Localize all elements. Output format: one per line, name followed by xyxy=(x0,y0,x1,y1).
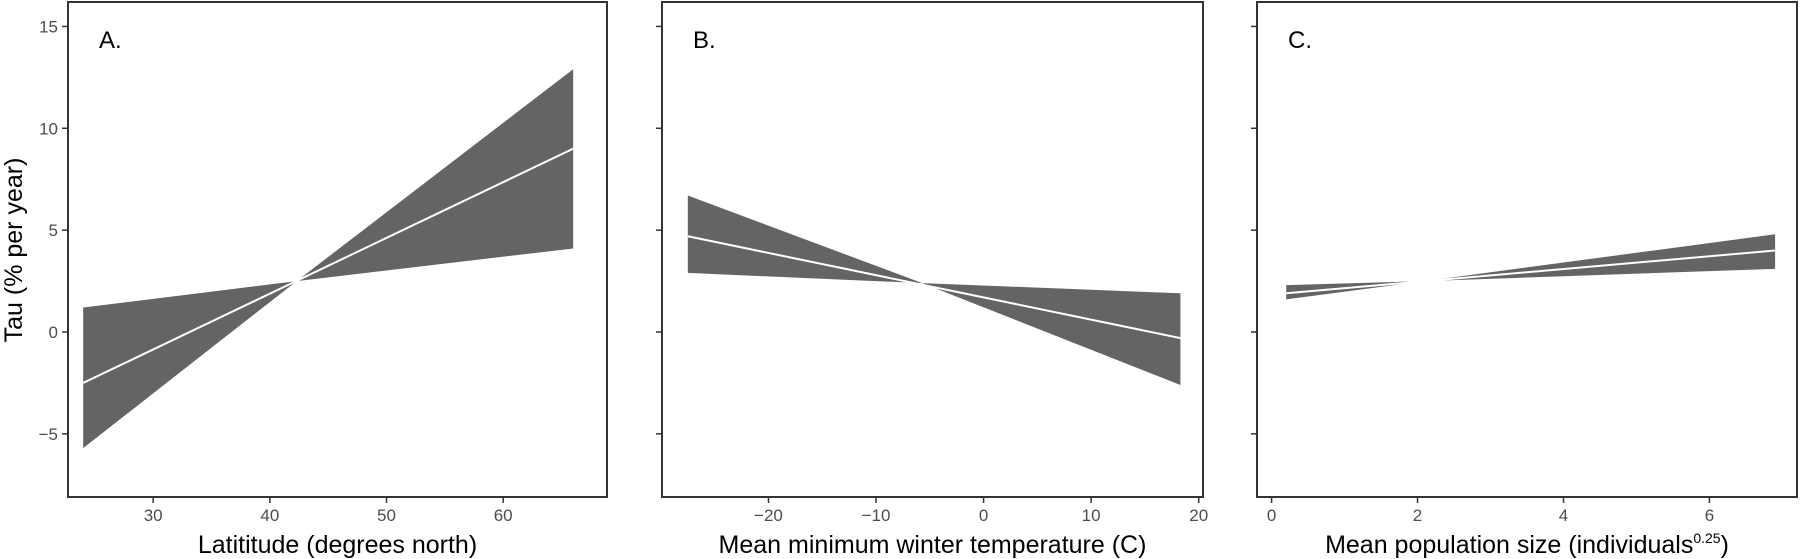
x-tick-label: 30 xyxy=(144,506,163,525)
y-tick-label: 15 xyxy=(39,17,58,36)
confidence-band xyxy=(83,69,574,449)
y-tick-label: 10 xyxy=(39,119,58,138)
y-tick-label: 0 xyxy=(49,323,58,342)
x-tick-label: −20 xyxy=(754,506,783,525)
confidence-band xyxy=(687,195,1181,385)
x-axis-title-superscript: 0.25 xyxy=(1693,530,1720,546)
fit-line xyxy=(1286,249,1776,295)
x-tick-label: 10 xyxy=(1082,506,1101,525)
y-tick-label: 5 xyxy=(49,221,58,240)
x-axis-title: Mean population size (individuals0.25) xyxy=(1325,530,1729,559)
x-tick-label: 50 xyxy=(377,506,396,525)
y-axis-title: Tau (% per year) xyxy=(0,158,28,343)
fit-line xyxy=(687,235,1181,340)
x-axis-title: Latititude (degrees north) xyxy=(198,531,477,559)
x-tick-label: 6 xyxy=(1705,506,1714,525)
x-axis-title: Mean minimum winter temperature (C) xyxy=(719,531,1147,559)
x-tick-label: 2 xyxy=(1413,506,1422,525)
x-tick-label: 0 xyxy=(1267,506,1276,525)
panel-3: 0 2 4 6 C. Mean population size (individuals0… xyxy=(1251,1,1798,559)
x-tick-label: 20 xyxy=(1189,506,1208,525)
x-tick-label: −10 xyxy=(862,506,891,525)
fit-line xyxy=(82,147,574,384)
panel-1: −5 0 5 10 15 30 40 50 60 A. Latititude (degrees no… xyxy=(39,1,608,559)
panel-tag: B. xyxy=(693,27,716,54)
x-tick-label: 0 xyxy=(979,506,988,525)
panel-2: −20 −10 0 10 20 B. Mean minimum winter tempera… xyxy=(656,1,1208,559)
x-axis-title-end: ) xyxy=(1721,531,1729,559)
y-tick-label: −5 xyxy=(39,425,58,444)
x-tick-label: 40 xyxy=(260,506,279,525)
x-tick-label: 60 xyxy=(494,506,513,525)
x-tick-label: 4 xyxy=(1559,506,1568,525)
panel-tag: A. xyxy=(99,27,122,54)
panel-tag: C. xyxy=(1288,27,1312,54)
